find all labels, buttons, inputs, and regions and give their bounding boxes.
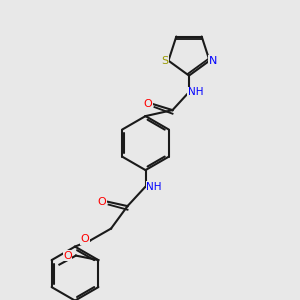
Text: O: O — [63, 250, 72, 261]
Text: O: O — [80, 234, 89, 244]
Text: NH: NH — [188, 87, 203, 97]
Text: O: O — [97, 196, 106, 207]
Text: N: N — [209, 56, 217, 66]
Text: S: S — [161, 56, 168, 66]
Text: NH: NH — [146, 182, 162, 192]
Text: O: O — [143, 99, 152, 109]
